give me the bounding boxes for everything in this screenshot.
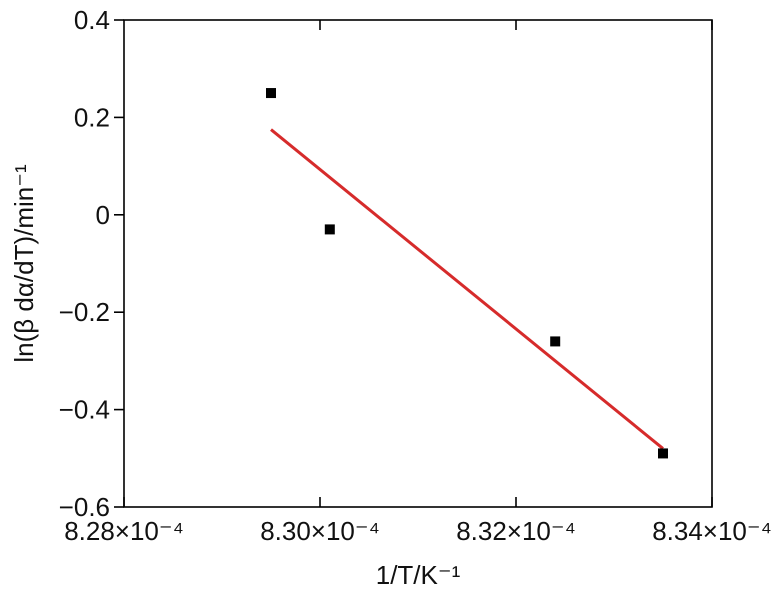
x-axis-label: 1/T/K⁻¹	[376, 560, 461, 590]
fit-line	[270, 128, 664, 450]
y-tick-label: −0.6	[59, 492, 110, 522]
y-tick-label: −0.2	[59, 297, 110, 327]
x-tick-label: 8.30×10⁻⁴	[260, 516, 380, 546]
plot-frame	[123, 19, 713, 508]
y-tick-label: 0	[96, 200, 110, 230]
y-tick-label: 0.4	[74, 5, 110, 35]
y-axis-label: ln(β dα/dT)/min⁻¹	[9, 164, 39, 363]
x-tick-label: 8.32×10⁻⁴	[456, 516, 576, 546]
x-tick-label: 8.34×10⁻⁴	[652, 516, 772, 546]
y-tick-label: −0.4	[59, 395, 110, 425]
plot-border	[123, 19, 713, 508]
data-point	[658, 448, 668, 459]
y-axis-ticks: −0.6 −0.4 −0.2 0 0.2 0.4	[59, 5, 124, 522]
x-axis-ticks: 8.28×10⁻⁴ 8.30×10⁻⁴ 8.32×10⁻⁴ 8.34×10⁻⁴	[64, 20, 772, 546]
y-tick-label: 0.2	[74, 102, 110, 132]
data-point	[324, 224, 335, 235]
data-point	[550, 336, 561, 347]
data-points	[266, 88, 668, 459]
fit-line-group	[270, 128, 664, 450]
data-point	[266, 88, 276, 99]
x-tick-label: 8.28×10⁻⁴	[64, 516, 184, 546]
